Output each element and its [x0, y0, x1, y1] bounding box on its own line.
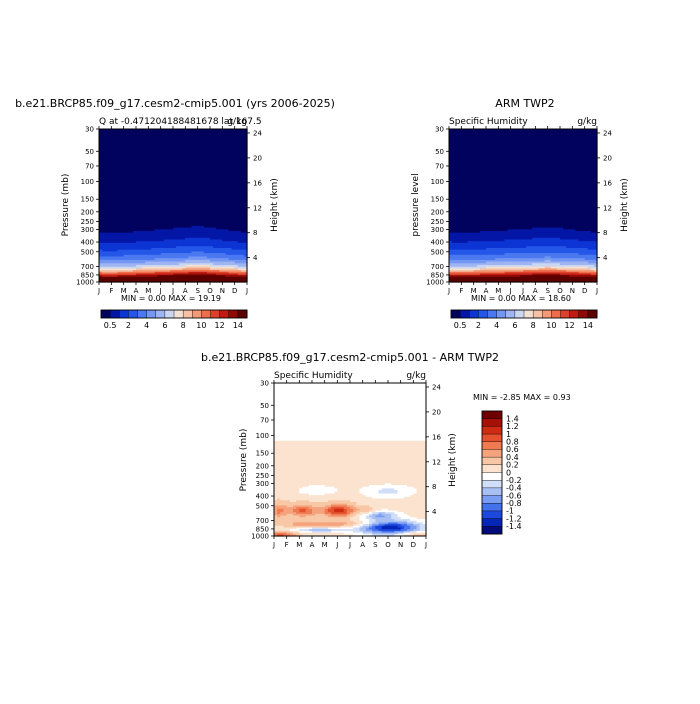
colorbar-swatch [165, 310, 174, 318]
colorbar-swatch [119, 310, 128, 318]
colorbar-swatch [201, 310, 210, 318]
heatmap-observations [449, 129, 598, 283]
colorbar-swatch [174, 310, 183, 318]
heatmap-model [99, 129, 248, 283]
pressure-tick-label: 50 [85, 148, 94, 156]
pressure-tick-label: 700 [81, 263, 94, 271]
panel-observations-subtitle: Specific Humidity [449, 117, 528, 127]
minmax-readout: MIN = 0.00 MAX = 19.19 [121, 294, 221, 303]
colorbar-swatch [128, 310, 137, 318]
panel-observations-title: ARM TWP2 [495, 97, 554, 110]
colorbar-label: 6 [162, 321, 167, 330]
colorbar-swatch [138, 310, 147, 318]
panel-model-title: b.e21.BRCP85.f09_g17.cesm2-cmip5.001 (yr… [15, 97, 335, 110]
month-tick-label: J [245, 287, 248, 295]
pressure-tick-label: 300 [81, 226, 94, 234]
colorbar-swatch [110, 310, 119, 318]
colorbar-label: 0.5 [104, 321, 117, 330]
panel-model-units: g/kg [227, 117, 247, 127]
panel-observations: ARM TWP2 Specific Humidity g/kg 30507010… [411, 97, 630, 330]
pressure-axis-label: Pressure (mb) [61, 174, 71, 237]
colorbar-label: 8 [181, 321, 186, 330]
colorbar-label: 2 [126, 321, 131, 330]
colorbar-label: 12 [215, 321, 225, 330]
pressure-tick-label: 500 [81, 248, 94, 256]
panel-model: b.e21.BRCP85.f09_g17.cesm2-cmip5.001 (yr… [15, 97, 335, 330]
height-tick-label: 20 [253, 154, 262, 162]
colorbar-swatch [229, 310, 238, 318]
colorbar-swatch [147, 310, 156, 318]
height-axis-label: Height (km) [270, 178, 280, 232]
height-tick-label: 12 [253, 204, 262, 212]
colorbar-label: 4 [144, 321, 149, 330]
pressure-tick-label: 30 [85, 126, 94, 134]
pressure-tick-label: 1000 [76, 279, 94, 287]
height-tick-label: 8 [253, 229, 257, 237]
pressure-tick-label: 70 [85, 162, 94, 170]
colorbar-label: 14 [233, 321, 243, 330]
colorbar-swatch [211, 310, 220, 318]
panel-observations-units: g/kg [577, 117, 597, 127]
height-tick-label: 16 [253, 179, 262, 187]
pressure-tick-label: 200 [81, 208, 94, 216]
colorbar-swatch [220, 310, 229, 318]
month-tick-label: D [232, 287, 237, 295]
month-tick-label: F [109, 287, 113, 295]
colorbar-swatch [238, 310, 247, 318]
colorbar-label: 10 [196, 321, 206, 330]
month-tick-label: J [97, 287, 100, 295]
colorbar-swatch [101, 310, 110, 318]
pressure-tick-label: 150 [81, 196, 94, 204]
colorbar-swatch [156, 310, 165, 318]
colorbar-swatch [183, 310, 192, 318]
pressure-tick-label: 100 [81, 178, 94, 186]
height-tick-label: 4 [253, 254, 258, 262]
colorbar-model: 0.5 2 4 6 8 10 12 14 [101, 310, 247, 330]
pressure-tick-label: 400 [81, 239, 94, 247]
pressure-tick-label: 250 [81, 218, 94, 226]
height-tick-label: 24 [253, 129, 262, 137]
colorbar-swatch [192, 310, 201, 318]
